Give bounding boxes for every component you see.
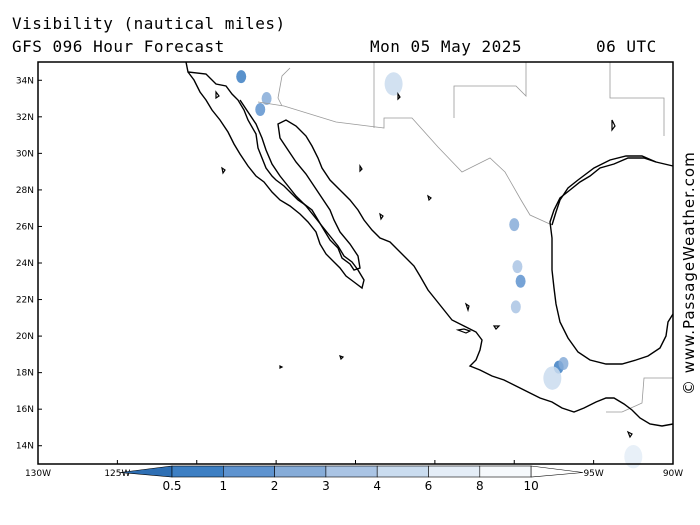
islands [215,90,633,439]
low-visibility-area [624,444,643,469]
lon-tick-label: 90W [663,469,683,479]
forecast-time: 06 UTC [596,37,657,56]
baja-peninsula-coast [187,71,365,290]
texas-coast [551,155,657,226]
colorbar-segment [479,465,532,478]
visibility-colorbar: 0.5 1 2 3 4 6 8 10 [119,465,584,493]
colorbar-segment [376,465,429,478]
colorbar-segment [428,465,481,478]
low-visibility-area [261,92,272,106]
coastlines [185,61,674,427]
colorbar-label: 8 [476,479,484,493]
chart-title: Visibility (nautical miles) [12,14,286,33]
california-arizona-border [277,67,291,107]
low-visibility-area [384,72,403,96]
lat-tick-label: 28N [16,186,34,196]
latitude-axis: 14N 16N 18N 20N 22N 24N 26N 28N 30N 32N 34N [16,76,42,452]
lat-tick-label: 30N [16,149,34,159]
lat-tick-label: 16N [16,405,34,415]
political-borders [257,62,673,413]
lon-tick-label: 95W [583,469,603,479]
low-visibility-area [236,70,247,84]
colorbar-segment [325,465,378,478]
colorbar-high-triangle [530,465,584,478]
lat-tick-label: 22N [16,296,34,306]
low-visibility-area [515,274,526,288]
low-visibility-area [558,357,569,370]
colorbar-label: 3 [322,479,330,493]
lon-tick-label: 130W [25,469,51,479]
guatemala-border [606,377,673,413]
low-visibility-area [255,103,266,117]
lat-tick-label: 32N [16,113,34,123]
low-visibility-areas [236,70,643,469]
colorbar-label: 2 [271,479,279,493]
pacific-mainland-coast [185,61,674,427]
map-frame [37,61,674,465]
low-visibility-area [543,366,562,390]
texas-border [453,62,527,118]
colorbar-segment [274,465,327,478]
low-visibility-area [512,260,523,274]
colorbar-segment [223,465,275,478]
copyright-credit: © www.PassageWeather.com [680,151,698,395]
lat-tick-label: 14N [16,442,34,452]
lat-tick-label: 20N [16,332,34,342]
low-visibility-area [509,218,520,232]
colorbar-label: 4 [373,479,381,493]
louisiana-border [609,62,665,136]
colorbar-segment [171,465,224,478]
lat-tick-label: 18N [16,369,34,379]
colorbar-label: 6 [425,479,433,493]
colorbar-label: 10 [523,479,538,493]
forecast-subtitle: GFS 096 Hour Forecast [12,37,225,56]
us-mexico-border [257,101,553,226]
forecast-date: Mon 05 May 2025 [370,37,522,56]
low-visibility-area [510,300,521,314]
lat-tick-label: 34N [16,76,34,86]
lat-tick-label: 24N [16,259,34,269]
lat-tick-label: 26N [16,222,34,232]
lon-tick-label: 125W [104,469,130,479]
colorbar-label: 0.5 [162,479,181,493]
gulf-coast [549,157,674,365]
colorbar-label: 1 [219,479,227,493]
